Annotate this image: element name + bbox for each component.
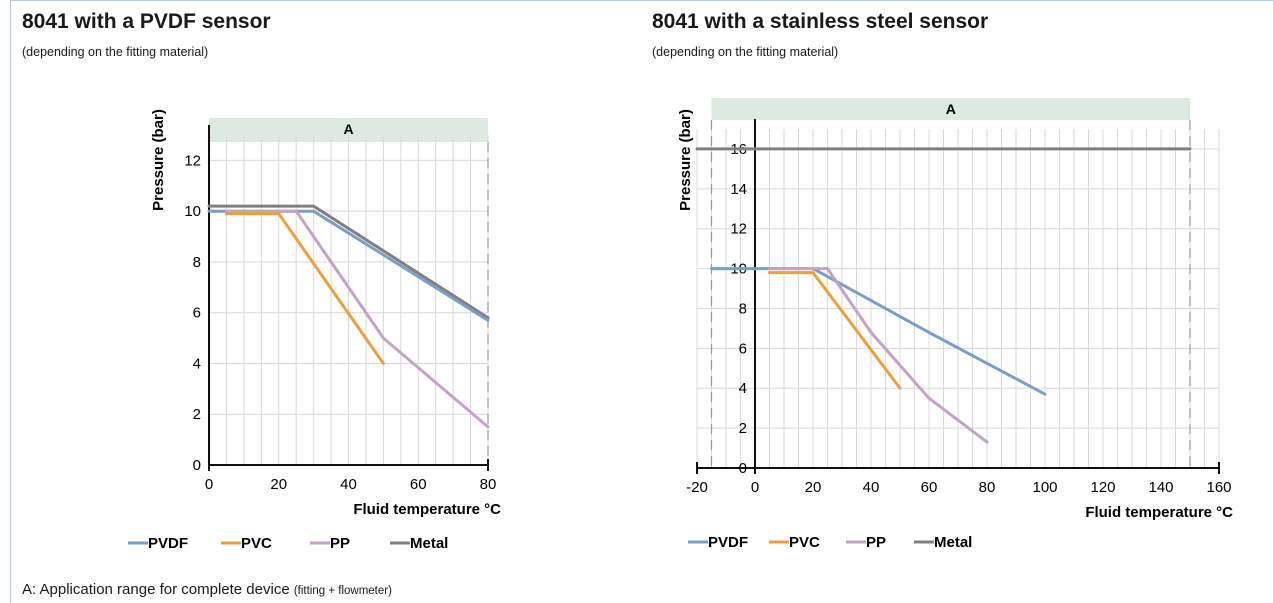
chart-1-y-tick-label: 8 xyxy=(193,254,201,271)
chart-1-legend-label-pp: PP xyxy=(330,535,350,552)
chart-1-x-tick-label: 0 xyxy=(205,476,213,493)
chart-2-y-tick-label: 12 xyxy=(730,221,747,238)
footnote-main: A: Application range for complete device xyxy=(22,581,290,598)
chart-2-y-tick-label: 4 xyxy=(739,380,747,397)
chart-2-legend-label-pp: PP xyxy=(866,534,886,551)
chart-1: A 0 2 4 6 8 10 12 0 20 40 60 80 Pressure (bar) Fluid t… xyxy=(128,109,501,552)
frame-top-border xyxy=(10,0,1273,1)
chart-2-subtitle: (depending on the fitting material) xyxy=(652,45,839,59)
chart-2-x-tick-label: 40 xyxy=(863,479,880,496)
chart-1-subtitle: (depending on the fitting material) xyxy=(22,45,209,59)
chart-1-x-tick-label: 40 xyxy=(340,476,357,493)
chart-2-series-pp xyxy=(768,267,989,444)
chart-1-y-tick-label: 12 xyxy=(184,152,201,169)
chart-2-series-pvc xyxy=(768,271,902,390)
chart-2-x-tick-label: 160 xyxy=(1206,479,1231,496)
chart-1-x-tick-label: 80 xyxy=(480,476,497,493)
chart-2-legend-label-metal: Metal xyxy=(934,534,972,551)
chart-1-y-tick-label: 6 xyxy=(193,305,201,322)
chart-2-y-axis-label: Pressure (bar) xyxy=(677,109,694,211)
chart-2-x-axis-label: Fluid temperature °C xyxy=(1085,504,1233,521)
chart-2-x-tick-label: 140 xyxy=(1148,479,1173,496)
chart-1-legend-label-metal: Metal xyxy=(410,535,448,552)
chart-2-x-tick-label: 0 xyxy=(751,479,759,496)
chart-2-x-tick-label: 80 xyxy=(979,479,996,496)
chart-2-legend-label-pvdf: PVDF xyxy=(708,534,748,551)
chart-1-x-tick-label: 20 xyxy=(270,476,287,493)
chart-1-series-pvc xyxy=(224,212,385,365)
chart-2-x-tick-label: -20 xyxy=(686,479,708,496)
chart-2-legend-label-pvc: PVC xyxy=(789,534,820,551)
chart-1-y-axis-label: Pressure (bar) xyxy=(150,109,167,211)
chart-1-y-tick-label: 2 xyxy=(193,406,201,423)
chart-2-band-label: A xyxy=(946,101,956,117)
chart-2-series-pvdf xyxy=(710,267,1047,396)
footnote-detail: (fitting + flowmeter) xyxy=(293,585,392,597)
chart-2-y-tick-label: 2 xyxy=(739,420,747,437)
chart-2-x-tick-label: 60 xyxy=(921,479,938,496)
chart-2-band-a xyxy=(711,98,1190,120)
chart-1-y-tick-label: 4 xyxy=(193,355,201,372)
chart-1-title: 8041 with a PVDF sensor xyxy=(22,10,271,33)
chart-1-series-metal xyxy=(207,204,490,320)
chart-1-band-label: A xyxy=(343,121,353,137)
chart-2-y-tick-label: 0 xyxy=(739,460,747,477)
chart-1-x-axis-label: Fluid temperature °C xyxy=(353,501,501,518)
chart-2-y-tick-label: 6 xyxy=(739,340,747,357)
chart-1-y-tick-label: 10 xyxy=(184,203,201,220)
footnote: A: Application range for complete device… xyxy=(22,581,392,598)
frame-left-border xyxy=(10,0,11,603)
chart-2-y-tick-label: 8 xyxy=(739,300,747,317)
chart-2-y-tick-label: 14 xyxy=(730,181,747,198)
chart-1-legend-label-pvc: PVC xyxy=(241,535,272,552)
chart-2-x-tick-label: 20 xyxy=(805,479,822,496)
chart-1-legend-label-pvdf: PVDF xyxy=(148,535,188,552)
chart-2-x-tick-label: 120 xyxy=(1090,479,1115,496)
chart-1-y-tick-label: 0 xyxy=(193,457,201,474)
chart-1-x-tick-label: 60 xyxy=(410,476,427,493)
chart-2-title: 8041 with a stainless steel sensor xyxy=(652,10,989,33)
chart-2-x-tick-label: 100 xyxy=(1032,479,1057,496)
chart-1-series-pp xyxy=(224,209,490,429)
